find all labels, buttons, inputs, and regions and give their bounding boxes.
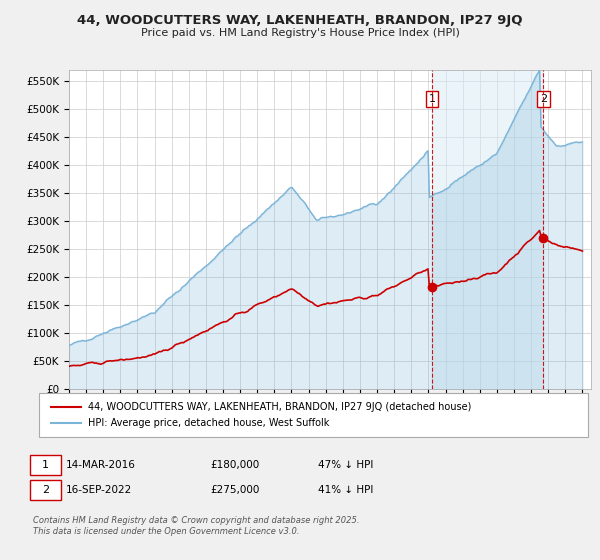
- Text: 14-MAR-2016: 14-MAR-2016: [66, 460, 136, 470]
- Text: £180,000: £180,000: [210, 460, 259, 470]
- Text: HPI: Average price, detached house, West Suffolk: HPI: Average price, detached house, West…: [88, 418, 329, 428]
- Text: 1: 1: [428, 94, 436, 104]
- Text: Contains HM Land Registry data © Crown copyright and database right 2025.
This d: Contains HM Land Registry data © Crown c…: [33, 516, 359, 536]
- Text: 44, WOODCUTTERS WAY, LAKENHEATH, BRANDON, IP27 9JQ (detached house): 44, WOODCUTTERS WAY, LAKENHEATH, BRANDON…: [88, 402, 472, 412]
- Text: Price paid vs. HM Land Registry's House Price Index (HPI): Price paid vs. HM Land Registry's House …: [140, 28, 460, 38]
- Text: 41% ↓ HPI: 41% ↓ HPI: [318, 485, 373, 495]
- Text: 44, WOODCUTTERS WAY, LAKENHEATH, BRANDON, IP27 9JQ: 44, WOODCUTTERS WAY, LAKENHEATH, BRANDON…: [77, 14, 523, 27]
- Bar: [432, 70, 543, 389]
- Text: 47% ↓ HPI: 47% ↓ HPI: [318, 460, 373, 470]
- Text: 2: 2: [42, 485, 49, 495]
- Text: 2: 2: [539, 94, 547, 104]
- Text: £275,000: £275,000: [210, 485, 259, 495]
- Text: 16-SEP-2022: 16-SEP-2022: [66, 485, 132, 495]
- Text: 1: 1: [42, 460, 49, 470]
